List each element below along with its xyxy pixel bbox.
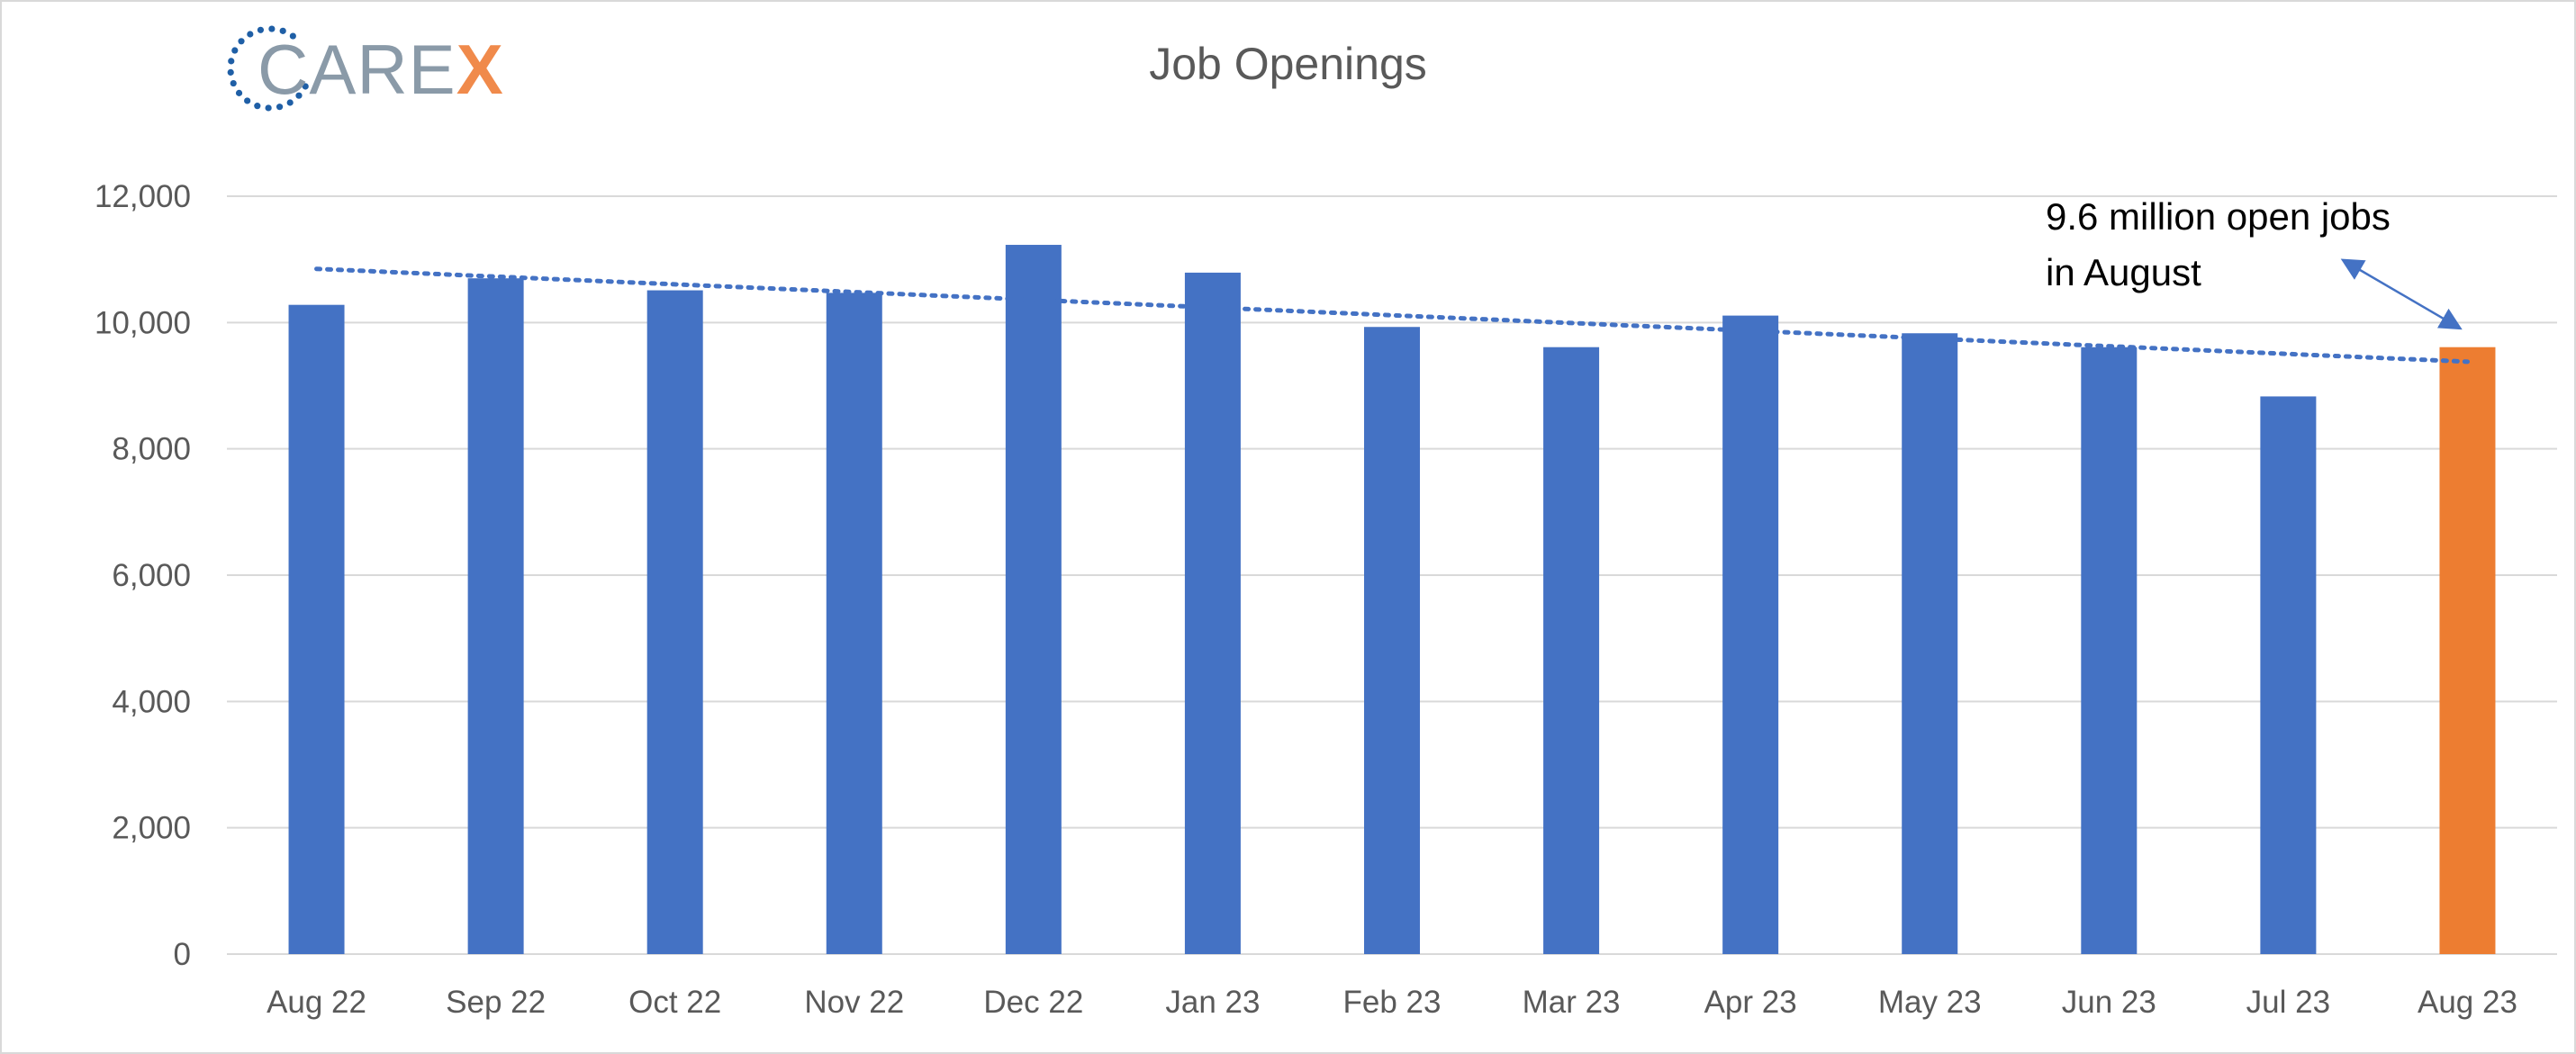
x-tick-label: Dec 22 xyxy=(983,985,1083,1020)
annotation-line-2: in August xyxy=(2046,251,2201,293)
x-tick-label: Jan 23 xyxy=(1165,985,1260,1020)
y-tick-label: 0 xyxy=(174,937,191,972)
x-tick-label: Oct 22 xyxy=(628,985,721,1020)
logo-wordmark: CAREX xyxy=(258,30,504,109)
y-tick-label: 2,000 xyxy=(112,811,191,846)
logo-dot xyxy=(247,31,254,38)
logo-dot xyxy=(228,58,235,65)
y-tick-label: 4,000 xyxy=(112,684,191,719)
x-tick-label: Feb 23 xyxy=(1343,985,1442,1020)
y-tick-label: 12,000 xyxy=(95,179,191,214)
logo-dot xyxy=(227,68,234,76)
annotation-arrow-icon xyxy=(2340,258,2463,330)
logo-dot xyxy=(279,27,286,34)
logo-dot xyxy=(238,38,245,45)
x-tick-label: Apr 23 xyxy=(1704,985,1797,1020)
logo-dot xyxy=(231,47,239,54)
bar xyxy=(826,293,882,955)
bar xyxy=(1902,333,1958,954)
bar xyxy=(1364,327,1420,954)
bar xyxy=(467,278,524,954)
logo-dot xyxy=(289,32,296,40)
logo-dot xyxy=(244,97,251,104)
bar xyxy=(1543,347,1600,954)
bar xyxy=(646,290,703,954)
logo-dot xyxy=(302,83,309,90)
logo-dot xyxy=(276,104,284,111)
bar xyxy=(1722,315,1779,954)
chart-title: Job Openings xyxy=(1149,39,1427,89)
x-tick-label: Sep 22 xyxy=(446,985,546,1020)
x-tick-label: Jun 23 xyxy=(2062,985,2156,1020)
logo-dot xyxy=(230,79,237,87)
logo-dot xyxy=(268,25,276,32)
annotation-line-1: 9.6 million open jobs xyxy=(2046,195,2391,238)
bar xyxy=(2260,396,2317,954)
logo-dot xyxy=(254,103,261,110)
logo-dot xyxy=(295,92,303,99)
x-tick-label: May 23 xyxy=(1878,985,1982,1020)
y-tick-label: 10,000 xyxy=(95,305,191,340)
logo-dot xyxy=(286,99,294,106)
logo-dot xyxy=(257,26,265,33)
x-tick-label: Nov 22 xyxy=(804,985,904,1020)
bar xyxy=(1184,272,1241,954)
x-tick-label: Mar 23 xyxy=(1523,985,1621,1020)
y-tick-label: 8,000 xyxy=(112,432,191,467)
chart-annotation: 9.6 million open jobs in August xyxy=(2046,189,2391,301)
bar xyxy=(1005,245,1062,954)
logo-dot-ring-icon xyxy=(227,25,309,112)
x-tick-label: Aug 23 xyxy=(2418,985,2517,1020)
carex-logo: CAREX xyxy=(223,16,503,124)
logo-dot xyxy=(265,104,272,112)
bar xyxy=(288,304,345,955)
x-tick-label: Aug 22 xyxy=(267,985,366,1020)
bar xyxy=(2081,347,2138,954)
trendline xyxy=(314,266,2470,365)
x-tick-label: Jul 23 xyxy=(2246,985,2330,1020)
bar-highlight xyxy=(2439,347,2496,954)
y-tick-label: 6,000 xyxy=(112,558,191,593)
logo-dot xyxy=(235,89,243,96)
